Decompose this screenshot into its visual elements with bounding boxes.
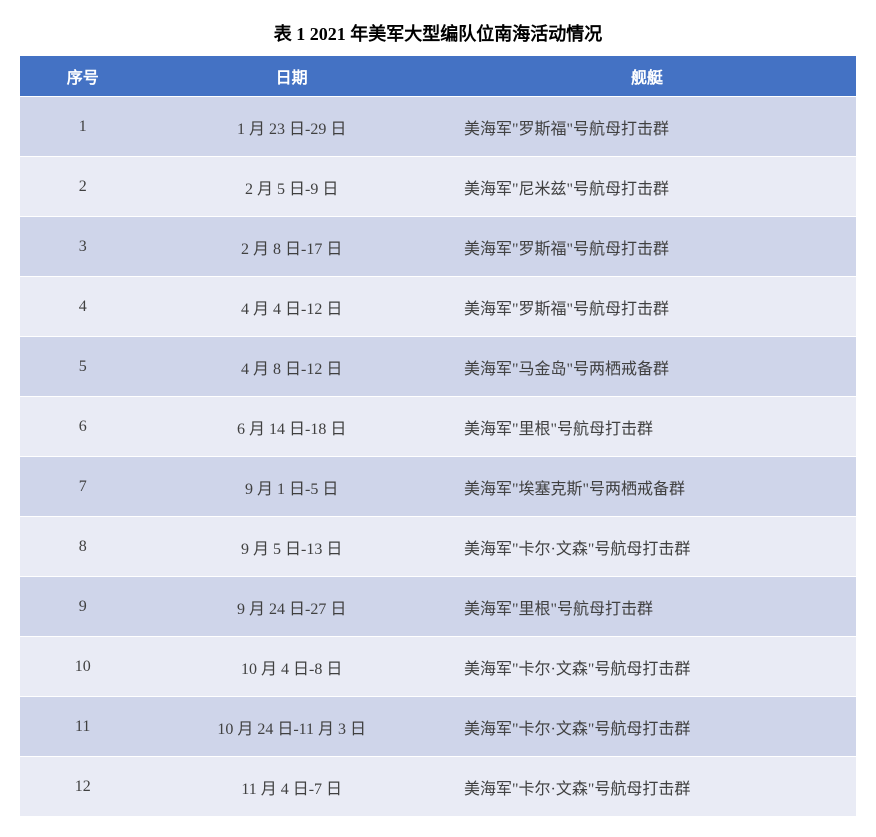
activity-table: 序号 日期 舰艇 11 月 23 日-29 日美海军"罗斯福"号航母打击群22 … — [20, 56, 856, 817]
header-date: 日期 — [145, 56, 438, 97]
cell-index: 1 — [20, 97, 145, 157]
cell-index: 7 — [20, 457, 145, 517]
cell-date: 4 月 4 日-12 日 — [145, 277, 438, 337]
table-row: 79 月 1 日-5 日美海军"埃塞克斯"号两栖戒备群 — [20, 457, 856, 517]
cell-ship: 美海军"埃塞克斯"号两栖戒备群 — [438, 457, 856, 517]
cell-ship: 美海军"罗斯福"号航母打击群 — [438, 277, 856, 337]
table-header-row: 序号 日期 舰艇 — [20, 56, 856, 97]
cell-date: 6 月 14 日-18 日 — [145, 397, 438, 457]
cell-ship: 美海军"卡尔·文森"号航母打击群 — [438, 757, 856, 817]
header-index: 序号 — [20, 56, 145, 97]
cell-date: 9 月 24 日-27 日 — [145, 577, 438, 637]
cell-date: 9 月 1 日-5 日 — [145, 457, 438, 517]
table-body: 11 月 23 日-29 日美海军"罗斯福"号航母打击群22 月 5 日-9 日… — [20, 97, 856, 817]
table-row: 89 月 5 日-13 日美海军"卡尔·文森"号航母打击群 — [20, 517, 856, 577]
cell-date: 4 月 8 日-12 日 — [145, 337, 438, 397]
cell-date: 2 月 5 日-9 日 — [145, 157, 438, 217]
cell-ship: 美海军"卡尔·文森"号航母打击群 — [438, 517, 856, 577]
cell-ship: 美海军"罗斯福"号航母打击群 — [438, 217, 856, 277]
cell-ship: 美海军"卡尔·文森"号航母打击群 — [438, 637, 856, 697]
cell-date: 11 月 4 日-7 日 — [145, 757, 438, 817]
table-row: 1010 月 4 日-8 日美海军"卡尔·文森"号航母打击群 — [20, 637, 856, 697]
table-row: 44 月 4 日-12 日美海军"罗斯福"号航母打击群 — [20, 277, 856, 337]
table-row: 54 月 8 日-12 日美海军"马金岛"号两栖戒备群 — [20, 337, 856, 397]
cell-index: 9 — [20, 577, 145, 637]
cell-ship: 美海军"尼米兹"号航母打击群 — [438, 157, 856, 217]
cell-index: 11 — [20, 697, 145, 757]
table-row: 22 月 5 日-9 日美海军"尼米兹"号航母打击群 — [20, 157, 856, 217]
cell-ship: 美海军"罗斯福"号航母打击群 — [438, 97, 856, 157]
table-row: 1211 月 4 日-7 日美海军"卡尔·文森"号航母打击群 — [20, 757, 856, 817]
cell-index: 10 — [20, 637, 145, 697]
cell-index: 5 — [20, 337, 145, 397]
cell-date: 1 月 23 日-29 日 — [145, 97, 438, 157]
cell-index: 4 — [20, 277, 145, 337]
cell-date: 2 月 8 日-17 日 — [145, 217, 438, 277]
cell-ship: 美海军"里根"号航母打击群 — [438, 397, 856, 457]
cell-index: 2 — [20, 157, 145, 217]
table-row: 32 月 8 日-17 日美海军"罗斯福"号航母打击群 — [20, 217, 856, 277]
cell-index: 8 — [20, 517, 145, 577]
cell-index: 6 — [20, 397, 145, 457]
table-title: 表 1 2021 年美军大型编队位南海活动情况 — [20, 20, 856, 46]
cell-index: 12 — [20, 757, 145, 817]
cell-date: 10 月 24 日-11 月 3 日 — [145, 697, 438, 757]
table-row: 66 月 14 日-18 日美海军"里根"号航母打击群 — [20, 397, 856, 457]
header-ship: 舰艇 — [438, 56, 856, 97]
table-row: 11 月 23 日-29 日美海军"罗斯福"号航母打击群 — [20, 97, 856, 157]
cell-date: 9 月 5 日-13 日 — [145, 517, 438, 577]
table-row: 1110 月 24 日-11 月 3 日美海军"卡尔·文森"号航母打击群 — [20, 697, 856, 757]
cell-ship: 美海军"里根"号航母打击群 — [438, 577, 856, 637]
cell-index: 3 — [20, 217, 145, 277]
table-row: 99 月 24 日-27 日美海军"里根"号航母打击群 — [20, 577, 856, 637]
cell-ship: 美海军"卡尔·文森"号航母打击群 — [438, 697, 856, 757]
cell-ship: 美海军"马金岛"号两栖戒备群 — [438, 337, 856, 397]
cell-date: 10 月 4 日-8 日 — [145, 637, 438, 697]
